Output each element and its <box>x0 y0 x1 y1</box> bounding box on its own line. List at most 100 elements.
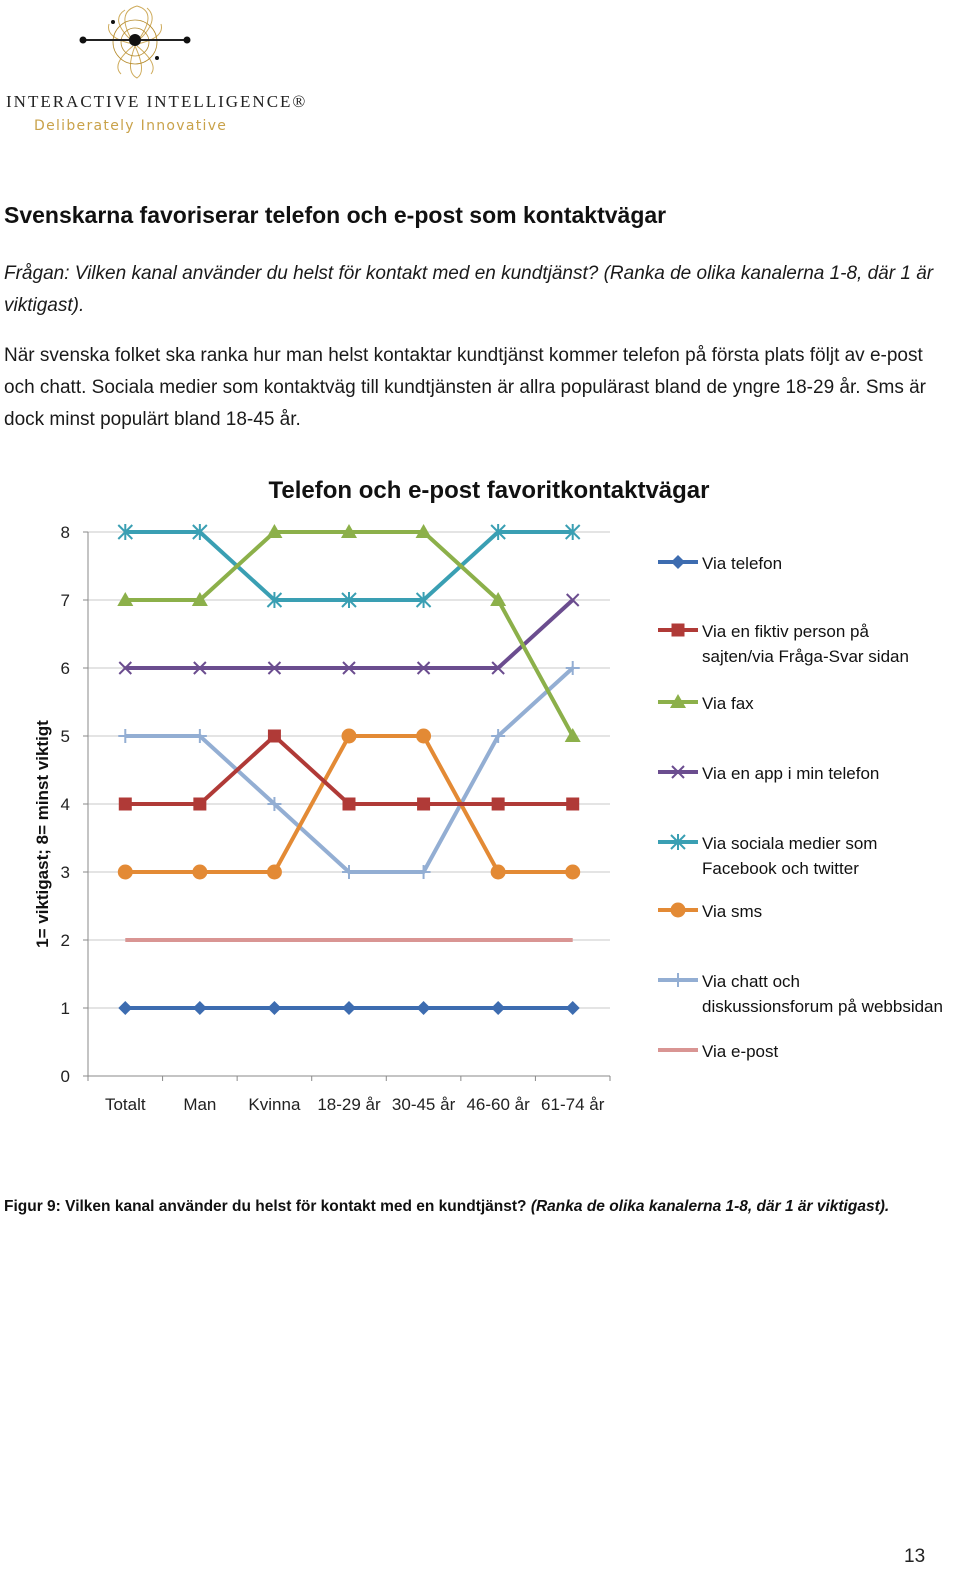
y-tick-label: 7 <box>61 591 70 610</box>
data-point <box>566 593 580 607</box>
y-tick-label: 0 <box>61 1067 70 1086</box>
data-point <box>341 728 357 744</box>
data-point <box>193 661 207 675</box>
legend-label: Via e-post <box>702 1042 779 1061</box>
data-point <box>564 728 581 742</box>
data-point <box>565 1001 580 1015</box>
chart-svg: Telefon och e-post favoritkontaktvägar 0 1… <box>33 477 943 1114</box>
page-number: 13 <box>904 1546 926 1567</box>
data-point <box>416 728 432 744</box>
legend-marker <box>670 834 686 850</box>
data-point <box>416 865 431 879</box>
legend-marker <box>670 694 686 708</box>
data-point <box>565 661 580 675</box>
legend-label: Via sms <box>702 902 762 921</box>
company-logo: INTERACTIVE INTELLIGENCE® Deliberately I… <box>0 0 305 150</box>
data-point <box>267 661 282 675</box>
data-point <box>267 797 282 811</box>
data-point <box>193 797 207 811</box>
data-point <box>117 524 133 540</box>
y-tick-label: 3 <box>61 863 70 882</box>
data-point <box>266 864 282 880</box>
legend-label: Via telefon <box>702 554 782 573</box>
x-tick-label: Kvinna <box>248 1095 301 1114</box>
data-point <box>342 865 356 879</box>
legend-label: Via en fiktiv person på <box>702 622 869 641</box>
x-tick-label: 18-29 år <box>317 1095 381 1114</box>
y-tick-label: 2 <box>61 931 70 950</box>
y-tick-label: 6 <box>61 659 70 678</box>
x-tick-label: 46-60 år <box>466 1095 530 1114</box>
data-point <box>342 797 356 811</box>
legend-label: Via en app i min telefon <box>702 764 879 783</box>
data-point <box>491 661 505 675</box>
data-point <box>491 1001 506 1015</box>
data-point <box>117 592 134 606</box>
data-point <box>565 864 581 880</box>
data-point <box>342 661 356 675</box>
data-point <box>117 864 133 880</box>
data-point <box>490 592 507 606</box>
data-point <box>118 661 132 675</box>
body-paragraph: När svenska folket ska ranka hur man hel… <box>4 345 927 430</box>
figure-caption: Figur 9: Vilken kanal använder du helst … <box>4 1198 889 1216</box>
y-tick-label: 1 <box>61 999 70 1018</box>
series-line <box>125 734 573 806</box>
legend-marker <box>671 555 685 569</box>
x-tick-label: 30-45 år <box>392 1095 456 1114</box>
legend-label: diskussionsforum på webbsidan <box>702 997 943 1016</box>
legend-marker <box>671 623 685 637</box>
legend-marker <box>671 765 685 779</box>
x-tick-label: 61-74 år <box>541 1095 605 1114</box>
legend-label: sajten/via Fråga-Svar sidan <box>702 647 909 666</box>
y-tick-label: 8 <box>61 523 70 542</box>
data-point <box>192 729 207 743</box>
legend-marker <box>671 973 685 987</box>
y-tick-label: 4 <box>61 795 70 814</box>
data-point <box>566 797 580 811</box>
data-point <box>416 1001 431 1015</box>
data-point <box>491 729 506 743</box>
data-point <box>267 1001 282 1015</box>
logo-tagline: Deliberately Innovative <box>34 118 228 134</box>
page-heading: Svenskarna favoriserar telefon och e-pos… <box>4 202 667 228</box>
data-point <box>341 524 357 538</box>
legend-label: Via chatt och <box>702 972 800 991</box>
line-chart: Telefon och e-post favoritkontaktvägar 0 1… <box>0 460 960 1140</box>
series-line <box>125 530 575 737</box>
data-point <box>267 729 281 743</box>
data-point <box>415 524 432 538</box>
caption-italic: (Ranka de olika kanalerna 1-8, där 1 är … <box>530 1198 890 1215</box>
data-point <box>490 524 506 540</box>
x-tick-label: Totalt <box>105 1095 146 1114</box>
data-point <box>118 797 132 811</box>
data-point <box>192 524 208 540</box>
logo-name: INTERACTIVE INTELLIGENCE® <box>6 92 308 111</box>
legend-label: Via fax <box>702 694 754 713</box>
legend-label: Facebook och twitter <box>702 859 859 878</box>
data-point <box>118 1001 133 1015</box>
x-tick-label: Man <box>183 1095 216 1114</box>
legend-label: Via sociala medier som <box>702 834 877 853</box>
y-tick-label: 5 <box>61 727 70 746</box>
series-line <box>125 530 573 602</box>
series-line <box>125 666 575 874</box>
y-axis-label: 1= viktigast; 8= minst viktigt <box>33 720 52 948</box>
data-point <box>341 592 357 608</box>
data-point <box>490 864 506 880</box>
data-point <box>342 1001 356 1015</box>
data-point <box>416 661 431 675</box>
sunburst-logo-icon <box>79 5 191 79</box>
data-point <box>565 524 581 540</box>
data-point <box>118 729 133 743</box>
data-point <box>266 524 283 538</box>
data-point <box>417 797 431 811</box>
survey-question: Frågan: Vilken kanal använder du helst f… <box>4 263 934 316</box>
data-point <box>192 864 208 880</box>
data-point <box>191 592 208 606</box>
caption-bold: Figur 9: Vilken kanal använder du helst … <box>4 1198 527 1215</box>
data-point <box>491 797 505 811</box>
data-point <box>266 592 283 608</box>
chart-title: Telefon och e-post favoritkontaktvägar <box>269 477 710 504</box>
data-point <box>415 592 432 608</box>
